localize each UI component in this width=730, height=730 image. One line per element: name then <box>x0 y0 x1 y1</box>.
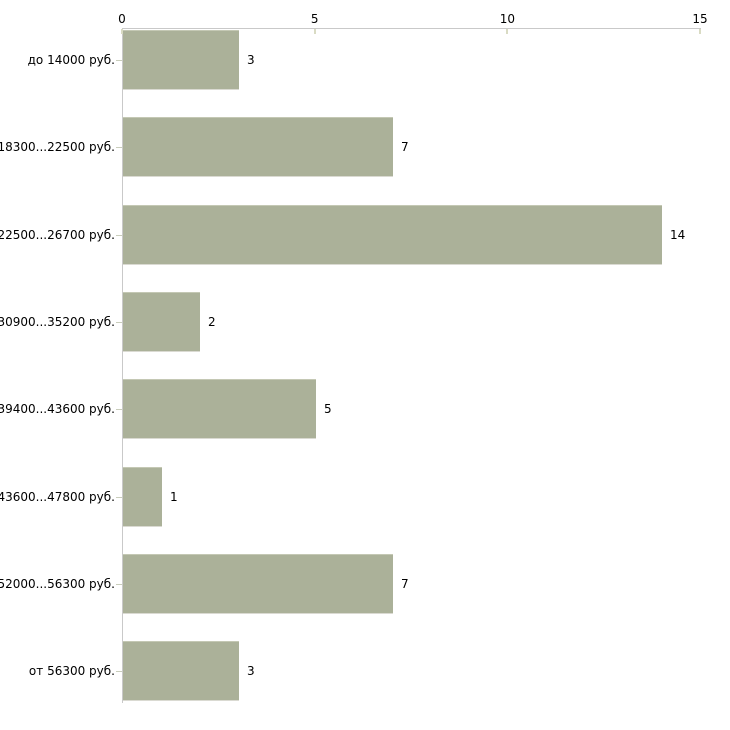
x-tick-mark <box>121 29 123 34</box>
category-tick-mark <box>116 671 122 672</box>
category-label: 18300...22500 руб. <box>0 140 115 154</box>
bar <box>123 379 316 438</box>
category-tick-mark <box>116 60 122 61</box>
bar <box>123 467 162 526</box>
bar <box>123 30 239 89</box>
value-label: 3 <box>247 53 255 67</box>
x-tick-label: 0 <box>118 12 126 26</box>
category-tick-mark <box>116 584 122 585</box>
category-tick-mark <box>116 409 122 410</box>
bar <box>123 292 200 351</box>
category-label: 43600...47800 руб. <box>0 490 115 504</box>
category-label: 30900...35200 руб. <box>0 315 115 329</box>
x-tick-mark <box>699 29 701 34</box>
category-label: до 14000 руб. <box>27 53 115 67</box>
bar <box>123 205 662 264</box>
value-label: 7 <box>401 140 409 154</box>
bar <box>123 554 393 613</box>
bar <box>123 641 239 700</box>
x-tick-mark <box>313 29 316 34</box>
category-tick-mark <box>116 147 122 148</box>
bar <box>123 117 393 176</box>
x-tick-label: 15 <box>692 12 708 26</box>
value-label: 1 <box>170 490 178 504</box>
category-label: 22500...26700 руб. <box>0 228 115 242</box>
category-tick-mark <box>116 322 122 323</box>
category-label: 39400...43600 руб. <box>0 402 115 416</box>
value-label: 7 <box>401 577 409 591</box>
category-tick-mark <box>116 235 122 236</box>
category-label: от 56300 руб. <box>28 664 115 678</box>
value-label: 2 <box>208 315 216 329</box>
value-label: 14 <box>670 228 686 242</box>
y-axis-line <box>122 28 123 703</box>
x-tick-label: 5 <box>310 12 319 26</box>
x-tick-label: 10 <box>499 12 515 26</box>
value-label: 5 <box>324 402 332 416</box>
category-label: 52000...56300 руб. <box>0 577 115 591</box>
x-tick-mark <box>506 29 509 34</box>
x-axis-line <box>122 28 701 29</box>
value-label: 3 <box>247 664 255 678</box>
category-tick-mark <box>116 497 122 498</box>
